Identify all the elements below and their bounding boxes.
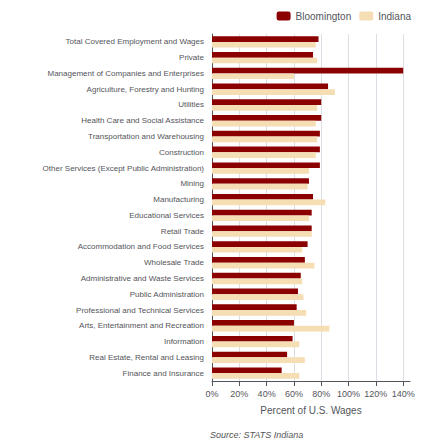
svg-text:Source: STATS Indiana: Source: STATS Indiana bbox=[210, 430, 303, 440]
svg-text:140%: 140% bbox=[392, 389, 415, 399]
svg-text:Manufacturing: Manufacturing bbox=[153, 195, 204, 204]
svg-text:Health Care and Social Assista: Health Care and Social Assistance bbox=[81, 116, 204, 125]
svg-text:Public Administration: Public Administration bbox=[130, 290, 204, 299]
svg-text:Total Covered Employment and W: Total Covered Employment and Wages bbox=[66, 37, 204, 46]
svg-text:Management of Companies and En: Management of Companies and Enterprises bbox=[47, 69, 204, 78]
svg-text:Utilities: Utilities bbox=[178, 100, 204, 109]
svg-text:20%: 20% bbox=[230, 389, 248, 399]
svg-text:Educational Services: Educational Services bbox=[129, 211, 204, 220]
svg-text:Arts, Entertainment and Recrea: Arts, Entertainment and Recreation bbox=[79, 321, 204, 330]
svg-text:Construction: Construction bbox=[159, 148, 204, 157]
svg-text:120%: 120% bbox=[364, 389, 387, 399]
svg-text:Administrative and Waste Servi: Administrative and Waste Services bbox=[81, 274, 204, 283]
svg-text:Agriculture, Forestry and Hunt: Agriculture, Forestry and Hunting bbox=[87, 85, 204, 94]
svg-text:Transportation and Warehousing: Transportation and Warehousing bbox=[88, 132, 204, 141]
svg-text:Real Estate, Rental and Leasin: Real Estate, Rental and Leasing bbox=[89, 353, 204, 362]
svg-text:100%: 100% bbox=[337, 389, 360, 399]
svg-text:Wholesale Trade: Wholesale Trade bbox=[144, 258, 205, 267]
svg-text:Information: Information bbox=[164, 337, 204, 346]
svg-text:0%: 0% bbox=[205, 389, 218, 399]
svg-text:60%: 60% bbox=[285, 389, 303, 399]
svg-text:Accommodation and Food Service: Accommodation and Food Services bbox=[78, 242, 204, 251]
svg-text:Other Services (Except Public: Other Services (Except Public Administra… bbox=[43, 164, 205, 173]
svg-text:80%: 80% bbox=[312, 389, 330, 399]
svg-text:Private: Private bbox=[179, 53, 204, 62]
svg-text:Finance and Insurance: Finance and Insurance bbox=[123, 369, 205, 378]
svg-text:Mining: Mining bbox=[180, 179, 204, 188]
svg-text:Percent of U.S. Wages: Percent of U.S. Wages bbox=[260, 405, 361, 416]
svg-text:Professional and Technical Ser: Professional and Technical Services bbox=[76, 306, 204, 315]
svg-text:Indiana: Indiana bbox=[378, 11, 411, 22]
svg-text:40%: 40% bbox=[258, 389, 276, 399]
svg-text:Bloomington: Bloomington bbox=[296, 11, 352, 22]
svg-text:Retail Trade: Retail Trade bbox=[161, 227, 205, 236]
